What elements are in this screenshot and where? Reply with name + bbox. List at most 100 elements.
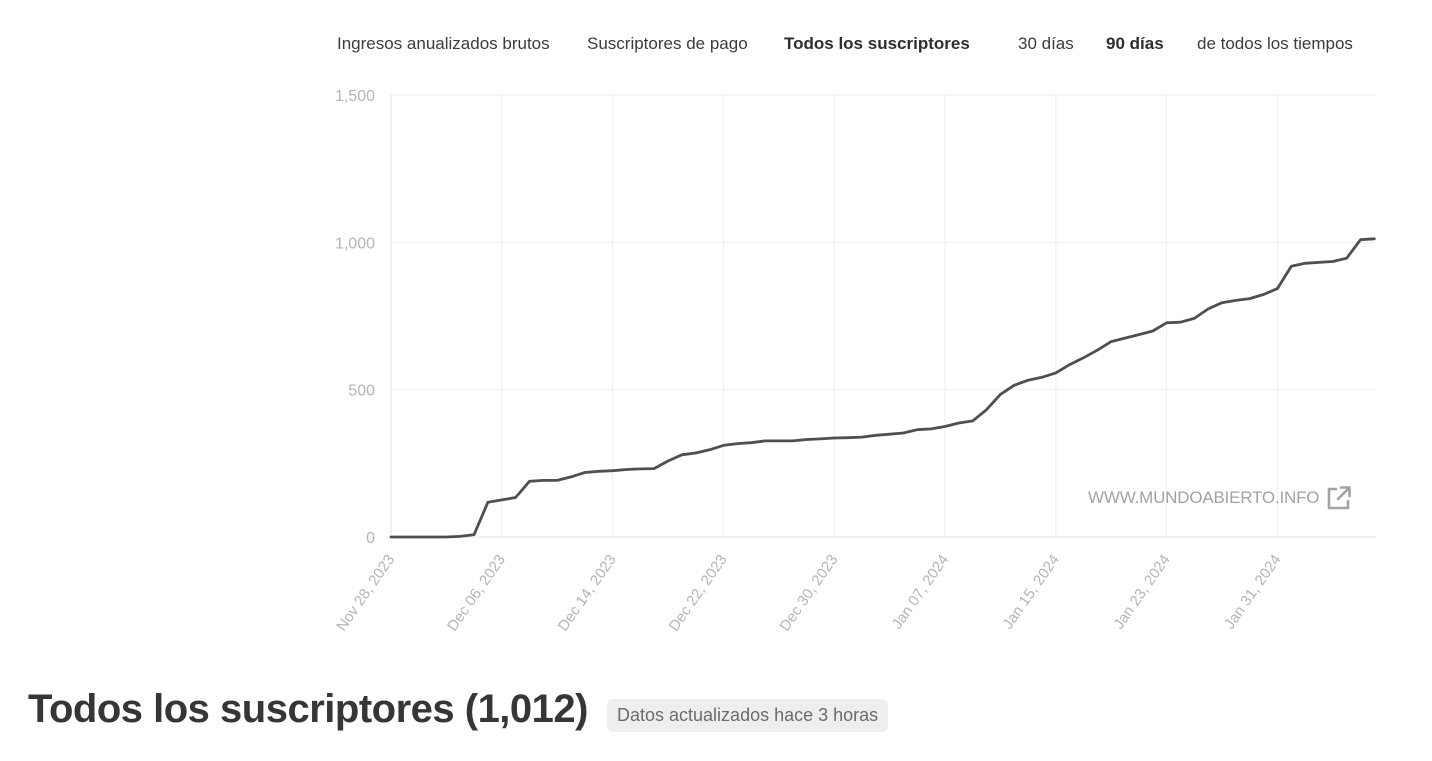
subscribers-line-chart: 0 500 1,000 1,500 Nov 28, 2023 Dec 06, 2023 D… xyxy=(333,88,1378,635)
data-point[interactable] xyxy=(1052,369,1060,377)
data-point[interactable] xyxy=(664,457,672,465)
range-30-days[interactable]: 30 días xyxy=(1018,34,1074,53)
watermark-link[interactable]: WWW.MUNDOABIERTO.INFO xyxy=(1088,484,1353,512)
data-point[interactable] xyxy=(678,451,686,459)
data-point[interactable] xyxy=(789,437,797,445)
data-point[interactable] xyxy=(733,440,741,448)
data-point[interactable] xyxy=(830,434,838,442)
y-tick-label: 0 xyxy=(366,530,375,547)
data-point[interactable] xyxy=(456,532,464,540)
data-point[interactable] xyxy=(761,437,769,445)
external-link-icon xyxy=(1325,484,1353,512)
y-tick-label: 500 xyxy=(348,383,375,400)
data-point[interactable] xyxy=(1024,376,1032,384)
data-point[interactable] xyxy=(1038,373,1046,381)
data-point[interactable] xyxy=(1010,381,1018,389)
data-point[interactable] xyxy=(803,436,811,444)
x-tick-label: Dec 14, 2023 xyxy=(555,552,620,635)
series-line xyxy=(389,237,1376,539)
data-point[interactable] xyxy=(415,533,423,541)
data-point[interactable] xyxy=(512,494,520,502)
data-point[interactable] xyxy=(844,434,852,442)
data-point[interactable] xyxy=(886,430,894,438)
x-tick-label: Dec 22, 2023 xyxy=(666,552,731,635)
data-point[interactable] xyxy=(581,469,589,477)
data-point[interactable] xyxy=(969,417,977,425)
tab-paid-subscribers[interactable]: Suscriptores de pago xyxy=(587,34,748,53)
grid-lines xyxy=(390,94,1376,538)
data-point[interactable] xyxy=(775,437,783,445)
updated-status-badge: Datos actualizados hace 3 horas xyxy=(607,699,889,732)
data-point[interactable] xyxy=(1121,334,1129,342)
range-90-days[interactable]: 90 días xyxy=(1106,34,1164,53)
data-point[interactable] xyxy=(1287,262,1295,270)
data-point[interactable] xyxy=(539,476,547,484)
series-layer xyxy=(387,235,1378,541)
data-point[interactable] xyxy=(1260,291,1268,299)
data-point[interactable] xyxy=(1204,305,1212,313)
data-point[interactable] xyxy=(858,433,866,441)
data-point[interactable] xyxy=(872,431,880,439)
data-point[interactable] xyxy=(719,441,727,449)
data-point[interactable] xyxy=(913,426,921,434)
data-point[interactable] xyxy=(429,533,437,541)
data-point[interactable] xyxy=(498,496,506,504)
data-point[interactable] xyxy=(470,531,478,539)
x-tick-label: Jan 23, 2024 xyxy=(1110,552,1174,633)
data-point[interactable] xyxy=(650,465,658,473)
data-point[interactable] xyxy=(1080,354,1088,362)
y-tick-label: 1,500 xyxy=(335,88,375,105)
data-point[interactable] xyxy=(747,439,755,447)
data-point[interactable] xyxy=(1315,258,1323,266)
tab-all-subscribers[interactable]: Todos los suscriptores xyxy=(784,34,970,53)
tab-gross-annualized-revenue[interactable]: Ingresos anualizados brutos xyxy=(337,34,550,53)
data-point[interactable] xyxy=(1218,299,1226,307)
data-point[interactable] xyxy=(706,446,714,454)
page-title: Todos los suscriptores (1,012) xyxy=(28,687,588,731)
data-point[interactable] xyxy=(1149,327,1157,335)
x-axis-ticks: Nov 28, 2023 Dec 06, 2023 Dec 14, 2023 Dec … xyxy=(333,552,1285,635)
data-point[interactable] xyxy=(955,419,963,427)
data-point[interactable] xyxy=(623,466,631,474)
data-point[interactable] xyxy=(567,473,575,481)
data-point[interactable] xyxy=(1176,318,1184,326)
data-point[interactable] xyxy=(1329,258,1337,266)
data-point[interactable] xyxy=(1232,296,1240,304)
y-axis-ticks: 0 500 1,000 1,500 xyxy=(335,88,375,547)
data-point[interactable] xyxy=(442,533,450,541)
data-point[interactable] xyxy=(692,449,700,457)
data-point[interactable] xyxy=(1357,236,1365,244)
data-point[interactable] xyxy=(1246,295,1254,303)
data-point[interactable] xyxy=(401,533,409,541)
x-tick-label: Jan 31, 2024 xyxy=(1221,552,1285,633)
data-point[interactable] xyxy=(1343,254,1351,262)
data-point[interactable] xyxy=(595,467,603,475)
data-point[interactable] xyxy=(816,435,824,443)
data-point[interactable] xyxy=(1135,331,1143,339)
data-point[interactable] xyxy=(941,423,949,431)
data-point[interactable] xyxy=(553,476,561,484)
data-point[interactable] xyxy=(1107,338,1115,346)
range-all-time[interactable]: de todos los tiempos xyxy=(1197,34,1353,53)
data-point[interactable] xyxy=(609,467,617,475)
data-point[interactable] xyxy=(1301,259,1309,267)
data-point[interactable] xyxy=(1163,319,1171,327)
data-point[interactable] xyxy=(484,498,492,506)
x-tick-label: Jan 15, 2024 xyxy=(999,552,1063,633)
x-tick-label: Jan 07, 2024 xyxy=(889,552,953,633)
data-point[interactable] xyxy=(526,477,534,485)
data-point[interactable] xyxy=(927,425,935,433)
data-point[interactable] xyxy=(1370,235,1378,243)
data-point[interactable] xyxy=(387,533,395,541)
x-tick-label: Nov 28, 2023 xyxy=(333,552,398,635)
data-point[interactable] xyxy=(983,406,991,414)
x-tick-label: Dec 06, 2023 xyxy=(444,552,509,635)
data-point[interactable] xyxy=(1190,314,1198,322)
data-point[interactable] xyxy=(1093,346,1101,354)
data-point[interactable] xyxy=(1273,285,1281,293)
data-point[interactable] xyxy=(636,465,644,473)
data-point[interactable] xyxy=(899,429,907,437)
x-tick-label: Dec 30, 2023 xyxy=(776,552,841,635)
data-point[interactable] xyxy=(1066,361,1074,369)
data-point[interactable] xyxy=(996,390,1004,398)
